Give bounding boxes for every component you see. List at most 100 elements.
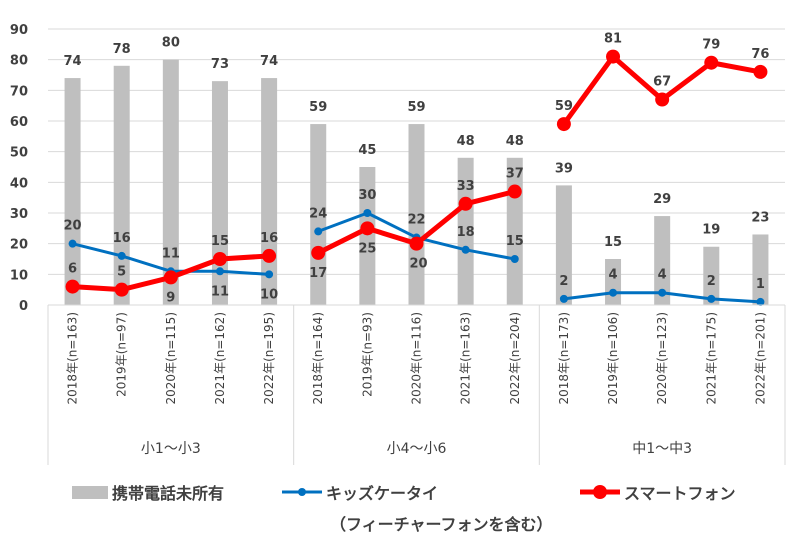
smartphone-marker (262, 248, 277, 263)
legend-note: （フィーチャーフォンを含む） (330, 515, 553, 534)
x-tick-label: 2022年(n=195) (262, 312, 276, 404)
x-tick-label: 2021年(n=162) (213, 312, 227, 404)
kids-phone-marker (609, 288, 618, 297)
smartphone-data-label: 59 (555, 99, 573, 114)
bar-data-label: 29 (653, 192, 671, 207)
y-tick-label: 90 (10, 23, 28, 38)
smartphone-marker (212, 252, 227, 266)
kids-phone-marker (658, 288, 667, 297)
bar (408, 124, 425, 305)
smartphone-marker (114, 282, 129, 297)
smartphone-data-label: 6 (68, 262, 77, 277)
smartphone-marker (163, 270, 178, 285)
bar (359, 167, 376, 305)
bar (261, 78, 278, 305)
bar-data-label: 78 (113, 42, 131, 57)
smartphone-data-label: 81 (604, 32, 622, 47)
x-tick-label: 2018年(n=163) (66, 312, 80, 404)
x-axis: 2018年(n=163) 2019年(n=97) 2020年(n=115) 2021年… (47, 304, 786, 465)
smartphone-data-label: 16 (260, 231, 278, 246)
x-tick-label: 2020年(n=123) (655, 312, 669, 404)
legend-marker-smartphone (593, 485, 607, 499)
bar-data-label: 39 (555, 161, 573, 176)
y-tick-label: 70 (10, 84, 28, 99)
y-tick-label: 0 (19, 299, 28, 314)
x-tick-label: 2022年(n=201) (753, 312, 767, 404)
kids-phone-marker (707, 294, 716, 303)
legend-label-smartphone: スマートフォン (624, 484, 736, 503)
kids-phone-data-label: 18 (457, 225, 475, 240)
smartphone-data-label: 15 (211, 234, 229, 249)
kids-phone-data-label: 15 (506, 234, 524, 249)
kids-phone-data-label: 10 (260, 287, 278, 302)
kids-phone-data-label: 20 (64, 219, 82, 234)
bar-data-label: 23 (751, 210, 769, 225)
bar-data-label: 48 (457, 134, 475, 149)
smartphone-data-label: 25 (358, 241, 376, 256)
x-tick-label: 2020年(n=115) (164, 312, 178, 404)
y-tick-label: 20 (10, 238, 28, 253)
smartphone-marker (360, 221, 375, 236)
bar-data-label: 45 (358, 143, 376, 158)
bar-data-label: 19 (702, 223, 720, 238)
y-tick-label: 50 (10, 146, 28, 161)
y-tick-label: 60 (10, 115, 28, 130)
kids-phone-data-label: 4 (658, 268, 667, 283)
kids-phone-data-label: 22 (407, 213, 425, 228)
kids-phone-data-label: 2 (707, 274, 716, 289)
smartphone-data-label: 17 (309, 266, 327, 281)
bar-data-label: 48 (506, 134, 524, 149)
bar-data-label: 15 (604, 235, 622, 250)
bar-data-label: 59 (407, 100, 425, 115)
legend: 携帯電話未所有 キッズケータイ スマートフォン （フィーチャーフォンを含む） (72, 484, 736, 534)
kids-phone-marker (363, 209, 372, 217)
x-tick-label: 2022年(n=204) (508, 312, 522, 404)
kids-phone-data-label: 1 (756, 277, 765, 292)
kids-phone-marker (68, 239, 77, 248)
kids-phone-marker (117, 251, 126, 260)
x-tick-label: 2021年(n=163) (459, 312, 473, 404)
bar (752, 234, 769, 305)
smartphone-marker (655, 92, 670, 107)
smartphone-marker (507, 184, 522, 199)
kids-phone-data-label: 16 (113, 231, 131, 246)
kids-phone-data-label: 11 (211, 284, 229, 299)
x-tick-label: 2019年(n=97) (115, 312, 129, 397)
legend-swatch-no-phone (72, 486, 108, 499)
bar (654, 216, 671, 305)
bars (64, 59, 769, 305)
bar (703, 246, 720, 305)
smartphone-data-label: 9 (166, 290, 175, 305)
smartphone-data-label: 37 (506, 167, 524, 182)
bar-data-label: 74 (260, 54, 278, 69)
kids-phone-data-label: 30 (358, 188, 376, 203)
smartphone-marker (458, 196, 473, 211)
y-tick-label: 10 (10, 268, 28, 283)
smartphone-data-label: 67 (653, 75, 671, 90)
x-tick-label: 2018年(n=164) (311, 312, 325, 404)
group-label: 小1～小3 (141, 441, 201, 457)
smartphone-data-label: 5 (117, 265, 126, 280)
bar (64, 78, 81, 305)
x-tick-label: 2021年(n=175) (704, 312, 718, 404)
x-tick-label: 2019年(n=106) (606, 312, 620, 404)
kids-phone-data-label: 11 (162, 246, 180, 261)
y-axis: 0 10 20 30 40 50 60 70 80 90 (10, 23, 28, 314)
bar (310, 124, 327, 305)
smartphone-marker (65, 279, 80, 294)
smartphone-marker (753, 64, 768, 79)
smartphone-marker (704, 55, 719, 70)
smartphone-marker (606, 49, 621, 64)
lines (65, 49, 768, 306)
bar (211, 81, 228, 305)
smartphone-marker (556, 117, 571, 132)
kids-phone-marker (461, 245, 470, 254)
group-label: 中1～中3 (632, 441, 692, 457)
x-tick-label: 2019年(n=93) (360, 312, 374, 397)
legend-marker-kids (298, 488, 306, 496)
smartphone-data-label: 76 (751, 47, 769, 62)
bar-data-label: 80 (162, 36, 180, 51)
bar-data-label: 73 (211, 57, 229, 72)
kids-phone-data-label: 4 (609, 268, 618, 283)
